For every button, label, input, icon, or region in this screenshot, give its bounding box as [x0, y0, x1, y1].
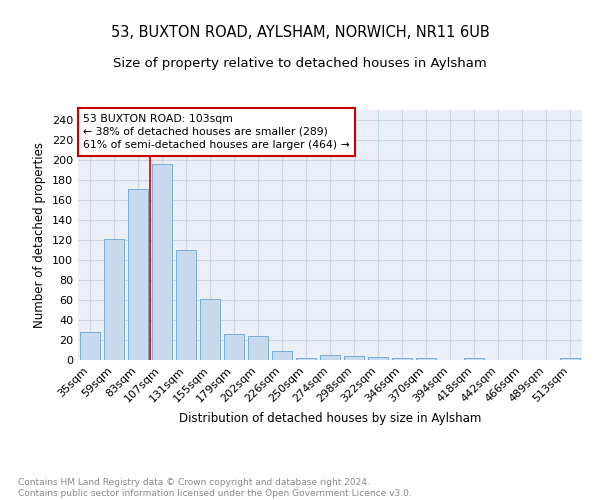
Bar: [320, 355, 340, 360]
Bar: [272, 351, 292, 360]
Bar: [296, 358, 316, 360]
Bar: [200, 299, 220, 360]
Bar: [392, 358, 412, 360]
Bar: [368, 357, 388, 360]
Bar: [560, 358, 580, 360]
Text: Contains HM Land Registry data © Crown copyright and database right 2024.
Contai: Contains HM Land Registry data © Crown c…: [18, 478, 412, 498]
Bar: [224, 334, 244, 360]
Bar: [104, 239, 124, 360]
Bar: [416, 358, 436, 360]
Bar: [464, 358, 484, 360]
Bar: [128, 189, 148, 360]
Bar: [248, 336, 268, 360]
Bar: [152, 164, 172, 360]
Text: Size of property relative to detached houses in Aylsham: Size of property relative to detached ho…: [113, 58, 487, 70]
X-axis label: Distribution of detached houses by size in Aylsham: Distribution of detached houses by size …: [179, 412, 481, 425]
Y-axis label: Number of detached properties: Number of detached properties: [34, 142, 46, 328]
Bar: [80, 332, 100, 360]
Bar: [344, 356, 364, 360]
Bar: [176, 250, 196, 360]
Text: 53 BUXTON ROAD: 103sqm
← 38% of detached houses are smaller (289)
61% of semi-de: 53 BUXTON ROAD: 103sqm ← 38% of detached…: [83, 114, 350, 150]
Text: 53, BUXTON ROAD, AYLSHAM, NORWICH, NR11 6UB: 53, BUXTON ROAD, AYLSHAM, NORWICH, NR11 …: [110, 25, 490, 40]
